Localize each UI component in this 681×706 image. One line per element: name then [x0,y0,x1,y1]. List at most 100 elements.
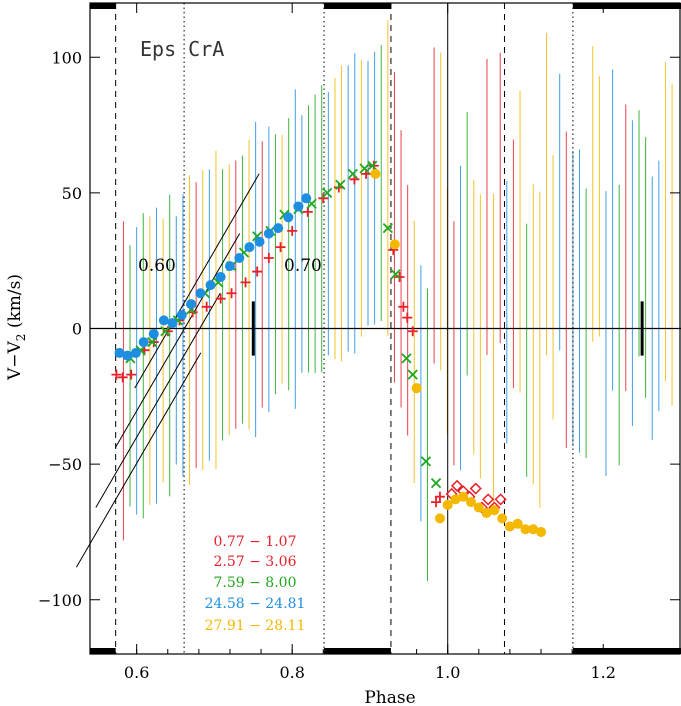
data-point [201,301,212,312]
slope-line [75,352,202,568]
data-point [398,301,409,312]
data-point [234,252,245,263]
data-point [520,524,531,535]
data-point [536,526,547,537]
y-tick-label: 50 [62,184,82,203]
y-axis-title-sub: 2 [14,334,28,342]
legend: 0.77 − 1.07 2.57 − 3.06 7.59 − 8.00 24.5… [205,534,306,634]
data-point [494,493,507,506]
data-point [215,271,226,282]
legend-entry: 0.77 − 1.07 [214,534,297,550]
data-point [466,497,477,508]
eclipse-bar-top [572,3,681,9]
slope-lines [75,173,260,568]
chart-title: Eps CrA [140,37,224,61]
eclipse-bar-top [90,3,116,9]
legend-entry: 27.91 − 28.11 [205,618,306,634]
data-point [370,168,381,179]
eclipse-guides [90,3,681,654]
slope-line [134,173,260,389]
data-point [390,269,401,280]
legend-entry: 24.58 − 24.81 [205,596,306,612]
svg-text:V−V2 (km/s): V−V2 (km/s) [5,274,28,381]
error-bars [122,20,673,582]
data-point [130,347,141,358]
data-point [458,491,469,502]
data-point [442,499,453,510]
data-point [367,160,378,171]
eclipse-bar-bottom [324,648,391,654]
data-points [111,160,547,537]
y-tick-label: −100 [38,591,82,610]
x-axis-title: Phase [364,688,415,706]
data-point [254,236,265,247]
y-axis-title-unit: (km/s) [5,274,25,334]
data-point [148,328,159,339]
data-point [347,168,358,180]
data-point [401,353,412,364]
x-tick-label: 0.8 [279,663,304,682]
data-point [402,312,413,323]
data-point [122,350,133,361]
data-point [420,456,432,467]
data-point [430,477,442,489]
data-point [512,518,523,529]
data-point [263,252,274,263]
data-point [359,163,370,174]
data-point [114,347,125,358]
data-point [215,293,226,304]
legend-entry: 7.59 − 8.00 [214,575,297,591]
data-point [482,493,495,506]
data-point [240,277,251,288]
eclipse-bar-top [324,3,391,9]
data-point [335,179,346,190]
data-point [111,369,122,380]
y-axis-title-main: V−V [5,340,25,381]
data-point [318,193,329,204]
data-point [407,326,418,337]
data-point [489,505,500,516]
data-point [389,239,400,250]
slope-line [114,233,241,449]
data-point [382,223,393,234]
data-point [263,228,274,239]
slope-label-left: 0.60 [138,256,176,276]
x-tick-label: 0.6 [124,663,149,682]
data-point [160,326,171,337]
slope-line [95,292,221,508]
y-tick-label: 100 [51,48,82,67]
data-point [287,225,298,236]
data-point [158,315,169,326]
data-point [322,187,333,199]
data-point [504,521,515,532]
data-point [411,383,422,394]
data-point [431,497,442,508]
y-tick-label: −50 [48,455,82,474]
data-point [244,242,255,253]
eclipse-bar-bottom [90,648,116,654]
x-tick-label: 1.0 [435,663,460,682]
x-tick-label: 1.2 [591,663,616,682]
data-point [126,369,137,380]
data-point [407,369,418,380]
data-point [434,491,445,502]
data-point [293,201,304,212]
data-point [138,337,149,348]
data-point [450,479,464,492]
data-point [273,223,284,234]
data-point [186,299,197,310]
data-point [469,482,482,495]
data-point [252,266,263,277]
data-point [301,193,312,204]
data-point [368,160,379,171]
y-tick-label: 0 [72,320,82,339]
data-point [450,494,461,505]
data-point [528,524,539,535]
data-point [224,261,235,272]
data-point [473,502,484,513]
slope-label-right: 0.70 [284,256,322,276]
data-point [226,288,237,299]
data-point [147,336,158,348]
data-point [205,280,216,291]
